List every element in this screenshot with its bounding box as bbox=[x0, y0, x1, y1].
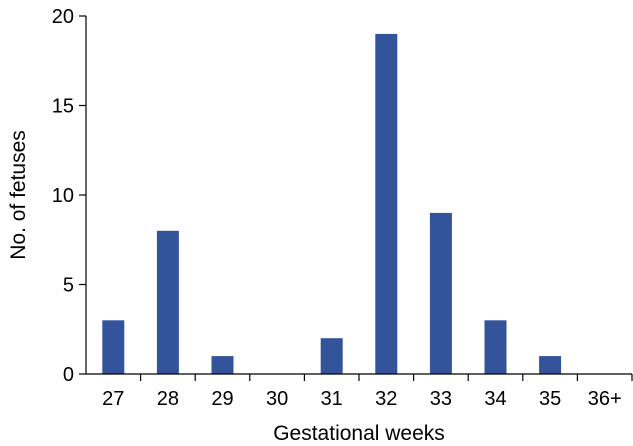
bar-33 bbox=[429, 212, 452, 374]
x-tick-label: 30 bbox=[266, 388, 288, 410]
bar-27 bbox=[102, 320, 125, 374]
x-tick-label: 34 bbox=[484, 388, 506, 410]
bars-group bbox=[102, 33, 562, 375]
x-tick-label: 28 bbox=[157, 388, 179, 410]
bar-31 bbox=[320, 338, 343, 374]
bar-29 bbox=[211, 356, 234, 374]
x-tick-label: 36+ bbox=[588, 388, 622, 410]
bar-34 bbox=[484, 320, 507, 374]
bar-35 bbox=[539, 356, 562, 374]
x-tick-label: 29 bbox=[211, 388, 233, 410]
x-tick-label: 31 bbox=[321, 388, 343, 410]
y-ticks-group: 0 5 10 15 20 bbox=[52, 6, 86, 386]
x-ticks-group: 27 28 29 30 31 32 33 34 35 36+ bbox=[102, 374, 633, 410]
bar-28 bbox=[156, 230, 179, 374]
bar-32 bbox=[375, 33, 398, 375]
x-axis-title: Gestational weeks bbox=[273, 422, 445, 445]
y-tick-label: 0 bbox=[63, 364, 74, 386]
x-tick-label: 35 bbox=[539, 388, 561, 410]
y-tick-label: 10 bbox=[52, 185, 74, 207]
y-tick-label: 5 bbox=[63, 275, 74, 297]
y-tick-label: 15 bbox=[52, 96, 74, 118]
x-tick-label: 27 bbox=[102, 388, 124, 410]
y-tick-label: 20 bbox=[52, 6, 74, 28]
y-axis-title: No. of fetuses bbox=[7, 130, 30, 260]
x-tick-label: 32 bbox=[375, 388, 397, 410]
x-tick-label: 33 bbox=[430, 388, 452, 410]
